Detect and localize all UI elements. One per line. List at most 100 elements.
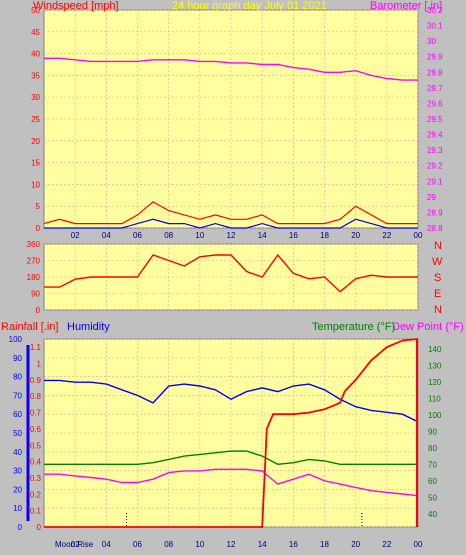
y-tick-barometer: 29.7 [427, 84, 443, 93]
y-tick-rainfall: 1.1 [30, 343, 42, 352]
compass-n-top: N [434, 240, 442, 252]
y-tick-windspeed: 0 [36, 224, 41, 233]
y-tick-rainfall: 0 [37, 523, 42, 532]
y-tick-windspeed: 5 [36, 202, 41, 211]
y-tick-direction: 0 [36, 306, 41, 315]
y-tick-temperature: 120 [428, 378, 442, 387]
y-tick-direction: 360 [27, 240, 41, 249]
y-tick-windspeed: 25 [31, 115, 40, 124]
windspeed-axis-label: Windspeed [mph] [33, 0, 119, 12]
x-tick-hour: 14 [258, 540, 267, 549]
y-tick-temperature: 130 [428, 361, 442, 370]
dewpoint-line [44, 468, 419, 497]
y-tick-windspeed: 15 [31, 159, 40, 168]
x-tick-hour: 16 [289, 231, 298, 240]
y-tick-temperature: 40 [428, 510, 437, 519]
x-tick-hour: 12 [227, 231, 236, 240]
y-tick-humidity: 100 [9, 335, 23, 344]
y-tick-humidity: 90 [13, 354, 22, 363]
y-tick-windspeed: 40 [31, 50, 40, 59]
x-tick-hour: 04 [102, 231, 111, 240]
x-tick-hour: 22 [382, 540, 391, 549]
y-tick-humidity: 0 [18, 523, 23, 532]
x-tick-hour: 20 [351, 540, 360, 549]
y-tick-rainfall: 0.7 [30, 409, 42, 418]
y-tick-temperature: 80 [428, 444, 437, 453]
y-tick-humidity: 50 [13, 429, 22, 438]
y-tick-rainfall: 0.1 [30, 507, 42, 516]
x-tick-hour: 16 [289, 540, 298, 549]
x-tick-hour: 06 [133, 231, 142, 240]
dewpoint-axis-label: Dew Point (°F) [392, 321, 464, 333]
rainfall-axis-label: Rainfall [.in] [1, 321, 58, 333]
y-tick-humidity: 30 [13, 467, 22, 476]
y-tick-windspeed: 45 [31, 28, 40, 37]
y-tick-humidity: 60 [13, 410, 22, 419]
y-tick-barometer: 30 [427, 37, 436, 46]
y-tick-temperature: 90 [428, 427, 437, 436]
y-tick-windspeed: 50 [31, 6, 40, 15]
y-tick-barometer: 29.4 [427, 131, 443, 140]
y-tick-temperature: 60 [428, 477, 437, 486]
x-tick-hour: 18 [320, 540, 329, 549]
windspeed-line [43, 201, 418, 225]
y-tick-rainfall: 1 [37, 360, 42, 369]
y-tick-rainfall: 0.8 [30, 392, 42, 401]
moon-rise-label: Moon Rise [55, 540, 94, 549]
x-tick-hour: 06 [133, 540, 142, 549]
x-tick-hour: 10 [195, 231, 204, 240]
y-tick-direction: 90 [31, 290, 40, 299]
y-tick-windspeed: 20 [31, 137, 40, 146]
humidity-axis-label: Humidity [67, 321, 110, 333]
y-tick-humidity: 10 [13, 504, 22, 513]
y-tick-humidity: 40 [13, 448, 22, 457]
y-tick-rainfall: 0.6 [30, 425, 42, 434]
y-tick-humidity: 70 [13, 391, 22, 400]
compass-s: S [434, 272, 441, 284]
y-tick-windspeed: 10 [31, 180, 40, 189]
x-tick-hour: 20 [351, 231, 360, 240]
y-tick-barometer: 30.2 [427, 6, 443, 15]
y-tick-rainfall: 0.2 [30, 490, 42, 499]
temperature-axis-label: Temperature (°F) [312, 321, 395, 333]
y-tick-barometer: 29.6 [427, 99, 443, 108]
y-tick-windspeed: 30 [31, 93, 40, 102]
rainfall-line [44, 338, 419, 528]
compass-n-bottom: N [434, 304, 442, 316]
y-tick-rainfall: 0.4 [30, 458, 42, 467]
y-tick-barometer: 30.1 [427, 22, 443, 31]
y-tick-humidity: 80 [13, 373, 22, 382]
x-tick-hour: 10 [195, 540, 204, 549]
x-tick-hour: 12 [227, 540, 236, 549]
compass-e: E [434, 288, 441, 300]
temperature-line [44, 450, 418, 466]
y-tick-barometer: 29.9 [427, 53, 443, 62]
x-tick-hour: 04 [102, 540, 111, 549]
y-tick-rainfall: 0.9 [30, 376, 42, 385]
x-tick-hour: 02 [71, 540, 80, 549]
x-tick-hour: 08 [164, 231, 173, 240]
y-tick-temperature: 110 [428, 394, 441, 403]
x-tick-hour: 02 [71, 231, 80, 240]
y-tick-barometer: 29.2 [427, 162, 443, 171]
gust-line [44, 218, 418, 229]
y-tick-direction: 180 [27, 273, 41, 282]
x-tick-hour: 22 [382, 231, 391, 240]
y-tick-barometer: 29.5 [427, 115, 443, 124]
y-tick-barometer: 28.8 [427, 224, 443, 233]
chart-title: 24 hour graph day July 01 2021 [172, 0, 327, 12]
y-tick-barometer: 28.9 [427, 208, 443, 217]
x-tick-hour: 08 [164, 540, 173, 549]
y-tick-temperature: 100 [428, 411, 442, 420]
y-tick-direction: 270 [27, 257, 41, 266]
y-tick-rainfall: 0.3 [30, 474, 42, 483]
y-tick-temperature: 50 [428, 493, 437, 502]
x-tick-hour: 18 [320, 231, 329, 240]
y-tick-humidity: 20 [13, 485, 22, 494]
y-tick-barometer: 29.8 [427, 68, 443, 77]
compass-w: W [432, 256, 443, 268]
humidity-line [44, 379, 419, 423]
y-tick-windspeed: 35 [31, 71, 40, 80]
x-tick-hour: 00 [414, 231, 423, 240]
